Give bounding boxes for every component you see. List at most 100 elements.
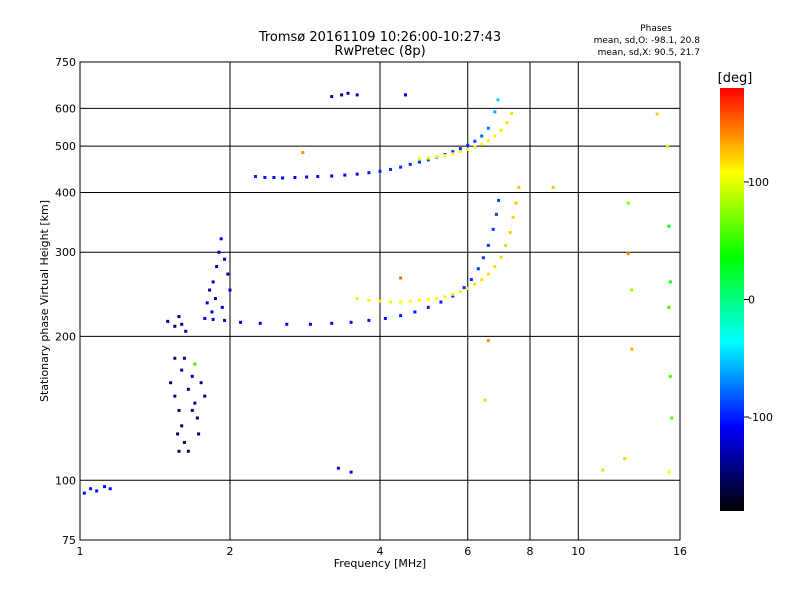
echo-point — [451, 150, 455, 154]
x-tick-label: 8 — [527, 545, 534, 558]
echo-point — [95, 489, 99, 493]
colorbar — [720, 88, 744, 511]
echo-point — [367, 171, 371, 175]
echo-point — [497, 198, 501, 202]
data-points — [82, 91, 674, 495]
echo-point — [426, 156, 430, 160]
echo-point — [496, 98, 500, 102]
echo-point — [285, 322, 289, 326]
echo-point — [514, 201, 518, 205]
y-tick-label: 75 — [62, 534, 76, 547]
echo-point — [668, 280, 672, 284]
echo-point — [389, 300, 393, 304]
echo-point — [343, 173, 347, 177]
echo-point — [355, 297, 359, 301]
echo-point — [180, 368, 184, 372]
echo-point — [336, 466, 340, 470]
echo-point — [462, 286, 466, 290]
echo-point — [316, 175, 320, 179]
echo-point — [203, 316, 207, 320]
echo-point — [473, 282, 477, 286]
echo-point — [399, 165, 403, 169]
echo-point — [486, 339, 490, 343]
echo-point — [378, 169, 382, 173]
echo-point — [451, 152, 455, 156]
echo-point — [378, 299, 382, 303]
colorbar-ticks: 100 0 -100 — [744, 176, 773, 424]
echo-point — [182, 356, 186, 360]
echo-point — [173, 324, 177, 328]
echo-point — [435, 297, 439, 301]
echo-point — [190, 374, 194, 378]
echo-point — [108, 487, 112, 491]
y-tick-label: 600 — [55, 102, 76, 115]
echo-point — [499, 128, 503, 132]
echo-point — [458, 147, 462, 151]
echo-point — [399, 314, 403, 318]
echo-point — [281, 176, 285, 180]
echo-point — [665, 144, 669, 148]
echo-point — [476, 267, 480, 271]
colorbar-label: [deg] — [718, 71, 753, 86]
chart-title: Tromsø 20161109 10:26:00-10:27:43 — [258, 30, 501, 45]
echo-point — [626, 201, 630, 205]
echo-point — [670, 416, 674, 420]
echo-point — [486, 272, 490, 276]
echo-point — [408, 162, 412, 166]
echo-point — [82, 491, 86, 495]
echo-point — [220, 305, 224, 309]
echo-point — [197, 432, 201, 436]
echo-point — [469, 278, 473, 282]
echo-point — [173, 394, 177, 398]
echo-point — [190, 408, 194, 412]
echo-point — [169, 381, 173, 385]
echo-point — [667, 305, 671, 309]
x-tick-label: 2 — [227, 545, 234, 558]
echo-point — [511, 215, 515, 219]
y-tick-label: 100 — [55, 474, 76, 487]
echo-point — [551, 185, 555, 189]
chart-subtitle: RwPretec (8p) — [334, 44, 425, 59]
echo-point — [193, 401, 197, 405]
echo-point — [103, 485, 107, 489]
echo-point — [426, 297, 430, 301]
echo-point — [226, 272, 230, 276]
echo-point — [483, 398, 487, 402]
echo-point — [499, 255, 503, 259]
echo-point — [439, 300, 443, 304]
echo-point — [367, 298, 371, 302]
echo-point — [177, 449, 181, 453]
echo-point — [355, 93, 359, 97]
plot-frame — [79, 61, 681, 541]
x-axis-label: Frequency [MHz] — [334, 557, 426, 570]
echo-point — [473, 139, 477, 143]
echo-point — [480, 134, 484, 138]
echo-point — [508, 230, 512, 234]
echo-point — [668, 374, 672, 378]
echo-point — [630, 288, 634, 292]
echo-point — [655, 112, 659, 116]
echo-point — [349, 320, 353, 324]
echo-point — [486, 138, 490, 142]
echo-point — [403, 93, 407, 97]
echo-point — [173, 356, 177, 360]
echo-point — [355, 172, 359, 176]
echo-point — [667, 224, 671, 228]
colorbar-tick-label: -100 — [748, 411, 773, 424]
echo-point — [180, 424, 184, 428]
echo-point — [89, 487, 93, 491]
echo-point — [493, 110, 497, 114]
echo-point — [451, 294, 455, 298]
echo-point — [211, 280, 215, 284]
y-tick-label: 500 — [55, 140, 76, 153]
echo-point — [417, 157, 421, 161]
echo-point — [272, 175, 276, 179]
y-axis-ticks: 75 100 200 300 400 500 600 750 — [55, 56, 76, 547]
echo-point — [349, 470, 353, 474]
echo-point — [408, 299, 412, 303]
phases-o-line: mean, sd,O: -98.1, 20.8 — [594, 36, 701, 46]
grid-lines — [80, 62, 680, 540]
echo-point — [258, 321, 262, 325]
echo-point — [517, 185, 521, 189]
echo-point — [630, 347, 634, 351]
